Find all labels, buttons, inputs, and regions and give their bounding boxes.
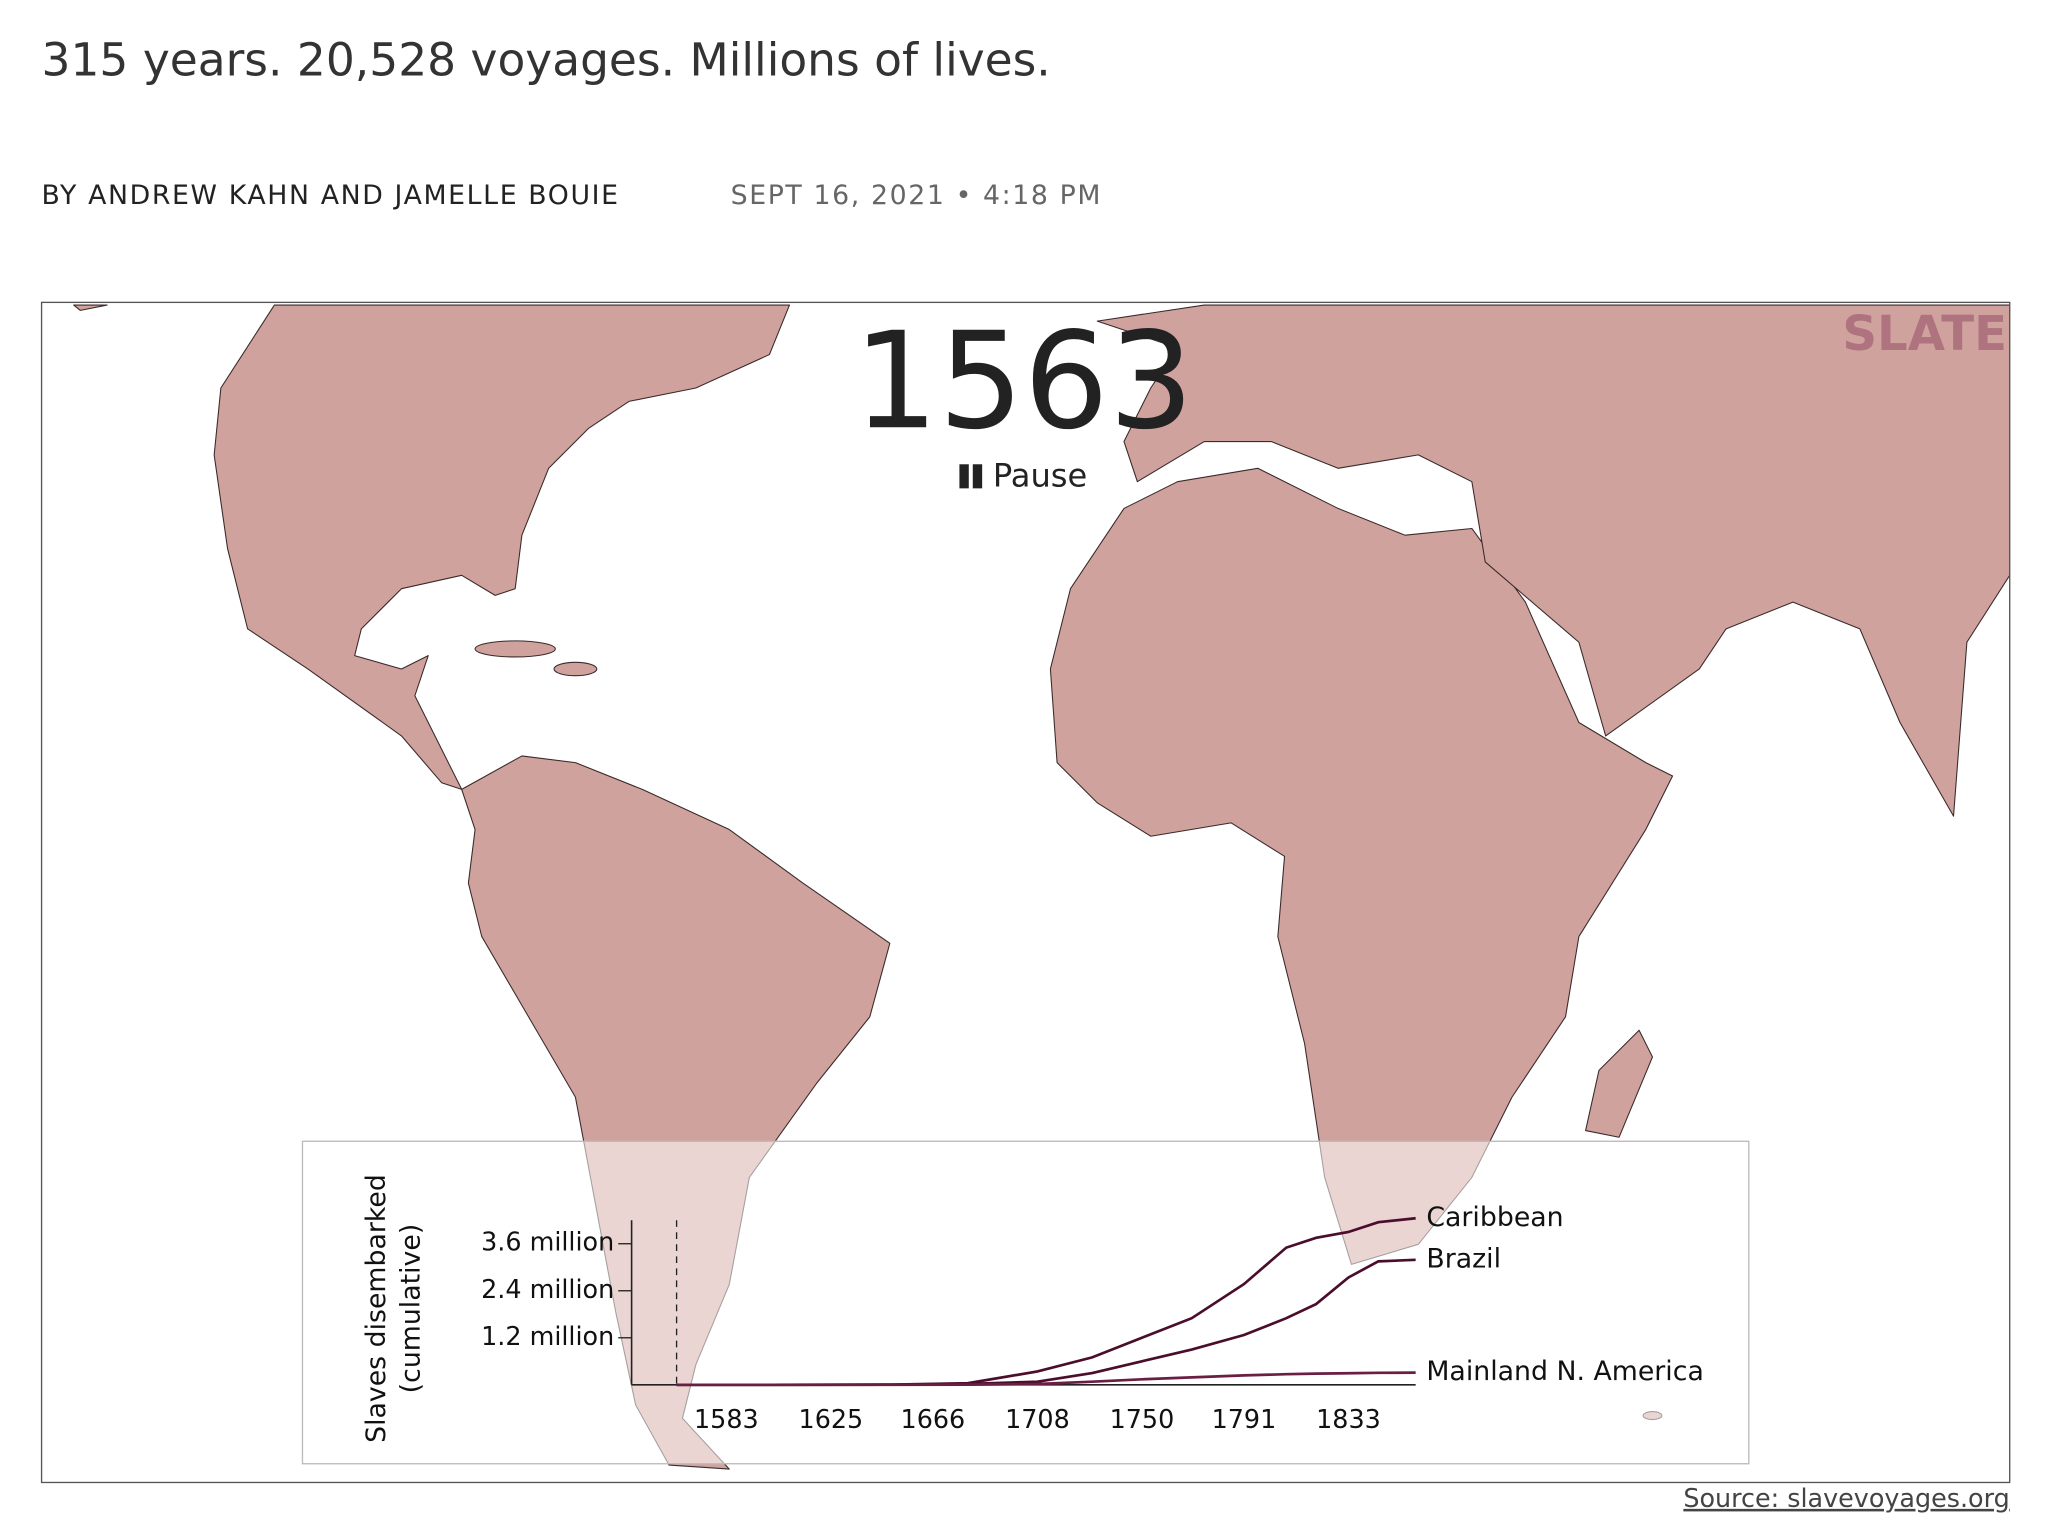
- x-tick-label: 1708: [1005, 1404, 1070, 1434]
- series-line: [676, 1371, 1416, 1387]
- madagascar: [1585, 1029, 1654, 1138]
- logo: SLATE: [1842, 306, 2007, 362]
- map-frame: [40, 301, 2011, 1484]
- x-tick-label: 1791: [1212, 1404, 1277, 1434]
- series-label: Mainland N. America: [1426, 1356, 1703, 1387]
- x-tick-label: 1625: [799, 1404, 864, 1434]
- series-label: Brazil: [1426, 1243, 1501, 1274]
- byline: BY ANDREW KAHN AND JAMELLE BOUIE: [42, 180, 620, 211]
- alaska-tip: [73, 304, 108, 311]
- article-title: 315 years. 20,528 voyages. Millions of l…: [42, 33, 1051, 86]
- north-america: [213, 304, 791, 790]
- y-tick-label: 2.4 million: [481, 1274, 614, 1304]
- y-axis-label: (cumulative): [396, 1224, 427, 1394]
- pause-button[interactable]: Pause: [959, 457, 1087, 495]
- eurasia: [1096, 304, 2010, 817]
- map: SLATE 1563 Pause Slaves disembarked (cum…: [40, 301, 2011, 1484]
- pause-icon: [959, 464, 969, 489]
- y-axis-label: Slaves disembarked: [361, 1174, 392, 1443]
- pause-icon: [972, 464, 983, 489]
- series-label: Caribbean: [1426, 1202, 1563, 1233]
- current-year: 1563: [853, 303, 1193, 459]
- x-tick-label: 1666: [901, 1404, 966, 1434]
- cuba: [474, 640, 556, 658]
- y-tick-label: 1.2 million: [481, 1321, 614, 1351]
- x-tick-label: 1583: [694, 1404, 759, 1434]
- chart-panel: [301, 1140, 1750, 1465]
- pause-label[interactable]: Pause: [993, 457, 1087, 495]
- x-tick-label: 1750: [1110, 1404, 1175, 1434]
- dateline: SEPT 16, 2021 • 4:18 PM: [731, 180, 1102, 211]
- y-tick-label: 3.6 million: [481, 1227, 614, 1257]
- hispaniola: [553, 661, 598, 677]
- source-link[interactable]: Source: slavevoyages.org: [1683, 1483, 2009, 1513]
- africa: [1049, 467, 1674, 1265]
- x-tick-label: 1833: [1316, 1404, 1381, 1434]
